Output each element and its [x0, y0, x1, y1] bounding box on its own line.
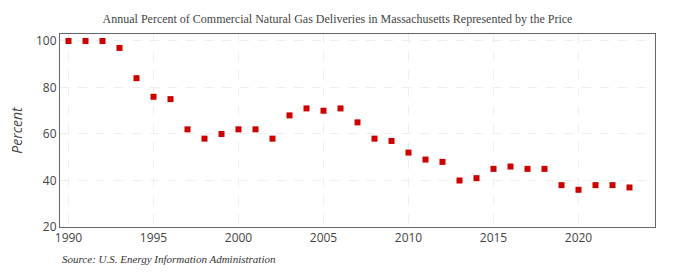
svg-text:Annual Percent of Commercial N: Annual Percent of Commercial Natural Gas… — [103, 12, 573, 26]
svg-text:Percent: Percent — [7, 106, 26, 154]
svg-text:60: 60 — [43, 125, 57, 142]
svg-text:2015: 2015 — [480, 229, 508, 246]
svg-text:20: 20 — [43, 218, 57, 235]
svg-text:1995: 1995 — [140, 229, 168, 246]
svg-text:2020: 2020 — [565, 229, 593, 246]
svg-text:2005: 2005 — [310, 229, 338, 246]
svg-text:1990: 1990 — [55, 229, 83, 246]
svg-text:2000: 2000 — [225, 229, 253, 246]
svg-text:Source: U.S. Energy Informatio: Source: U.S. Energy Information Administ… — [62, 253, 276, 265]
svg-text:40: 40 — [43, 172, 57, 189]
svg-text:2010: 2010 — [395, 229, 423, 246]
svg-text:100: 100 — [36, 32, 57, 49]
svg-text:80: 80 — [43, 79, 57, 96]
